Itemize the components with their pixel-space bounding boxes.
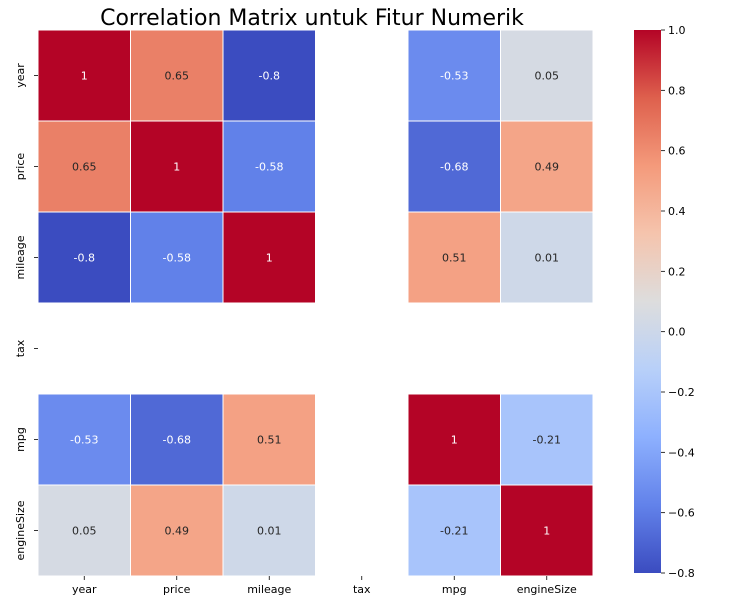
cell-value-mpg-price: -0.68 xyxy=(163,434,191,447)
heatmap-cell-engineSize-year xyxy=(38,485,130,576)
heatmap-cell-price-year xyxy=(38,121,130,212)
cell-value-mpg-engineSize: -0.21 xyxy=(533,434,561,447)
x-tick-label-mpg: mpg xyxy=(442,583,467,596)
heatmap-cell-mileage-mpg xyxy=(408,212,500,303)
heatmap-cell-mileage-engineSize xyxy=(501,212,593,303)
heatmap-cell-price-engineSize xyxy=(501,121,593,212)
cell-value-engineSize-mileage: 0.01 xyxy=(257,525,282,538)
cell-value-engineSize-engineSize: 1 xyxy=(543,525,550,538)
cell-value-mileage-engineSize: 0.01 xyxy=(535,252,560,265)
cell-value-price-mpg: -0.68 xyxy=(440,161,468,174)
heatmap-cell-engineSize-engineSize xyxy=(501,485,593,576)
y-tick-label-year: year xyxy=(14,63,27,88)
heatmap-cell-year-year xyxy=(38,30,130,121)
colorbar-tick-label-1: 0.8 xyxy=(668,84,686,97)
cell-value-engineSize-mpg: -0.21 xyxy=(440,525,468,538)
cell-value-engineSize-price: 0.49 xyxy=(165,525,190,538)
heatmap-cell-year-mileage xyxy=(223,30,315,121)
heatmap-cell-engineSize-mpg xyxy=(408,485,500,576)
colorbar-tick-label-4: 0.2 xyxy=(668,265,686,278)
x-tick-label-year: year xyxy=(72,583,97,596)
cell-value-engineSize-year: 0.05 xyxy=(72,525,97,538)
cell-value-mileage-year: -0.8 xyxy=(74,252,95,265)
colorbar-tick-label-2: 0.6 xyxy=(668,145,686,158)
x-axis-ticks: year price mileage tax mpg engineSize xyxy=(72,576,577,596)
heatmap-cell-mpg-mpg xyxy=(408,394,500,485)
heatmap-cell-mpg-mileage xyxy=(223,394,315,485)
colorbar-tick-label-9: −0.8 xyxy=(668,567,695,580)
y-tick-label-price: price xyxy=(14,153,27,181)
cell-value-year-mileage: -0.8 xyxy=(259,70,280,83)
x-tick-label-engineSize: engineSize xyxy=(517,583,577,596)
cell-value-mileage-mileage: 1 xyxy=(266,252,273,265)
cell-value-mpg-mileage: 0.51 xyxy=(257,434,282,447)
heatmap-cell-mileage-mileage xyxy=(223,212,315,303)
colorbar-tick-label-3: 0.4 xyxy=(668,205,686,218)
cell-value-price-price: 1 xyxy=(173,161,180,174)
colorbar-ticks: 1.0 0.8 0.6 0.4 0.2 0.0 −0.2 −0.4 −0.6 −0.8 xyxy=(661,24,695,580)
heatmap-cell-mileage-year xyxy=(38,212,130,303)
heatmap-cell-engineSize-mileage xyxy=(223,485,315,576)
heatmap-cell-engineSize-price xyxy=(131,485,223,576)
heatmap-cell-labels: 1 0.65 -0.8 -0.53 0.05 0.65 1 -0.58 -0.68 0.49 -0.… xyxy=(70,70,561,538)
y-tick-label-mpg: mpg xyxy=(14,427,27,452)
cell-value-mileage-mpg: 0.51 xyxy=(442,252,467,265)
cell-value-mpg-mpg: 1 xyxy=(451,434,458,447)
cell-value-price-mileage: -0.58 xyxy=(255,161,283,174)
heatmap-cell-year-mpg xyxy=(408,30,500,121)
y-axis-ticks: year price mileage tax mpg engineSize xyxy=(14,63,38,561)
colorbar-tick-label-8: −0.6 xyxy=(668,507,695,520)
cell-value-year-engineSize: 0.05 xyxy=(535,70,560,83)
heatmap-cell-mileage-price xyxy=(131,212,223,303)
x-tick-label-mileage: mileage xyxy=(247,583,291,596)
chart-title: Correlation Matrix untuk Fitur Numerik xyxy=(100,6,524,31)
cell-value-year-mpg: -0.53 xyxy=(440,70,468,83)
cell-value-mpg-year: -0.53 xyxy=(70,434,98,447)
cell-value-year-price: 0.65 xyxy=(165,70,190,83)
cell-value-year-year: 1 xyxy=(81,70,88,83)
heatmap-cell-year-engineSize xyxy=(501,30,593,121)
colorbar-tick-label-5: 0.0 xyxy=(668,326,686,339)
colorbar xyxy=(634,30,661,573)
x-tick-label-price: price xyxy=(163,583,191,596)
cell-value-mileage-price: -0.58 xyxy=(163,252,191,265)
heatmap-cell-year-price xyxy=(131,30,223,121)
cell-value-price-engineSize: 0.49 xyxy=(535,161,560,174)
colorbar-tick-label-6: −0.2 xyxy=(668,386,695,399)
x-tick-label-tax: tax xyxy=(353,583,371,596)
y-tick-label-tax: tax xyxy=(14,339,27,357)
heatmap-cell-mpg-price xyxy=(131,394,223,485)
heatmap-cell-price-price xyxy=(131,121,223,212)
cell-value-price-year: 0.65 xyxy=(72,161,97,174)
heatmap-cell-price-mpg xyxy=(408,121,500,212)
colorbar-tick-label-7: −0.4 xyxy=(668,446,695,459)
colorbar-tick-label-0: 1.0 xyxy=(668,24,686,37)
y-tick-label-mileage: mileage xyxy=(14,235,27,279)
heatmap-cells xyxy=(38,30,593,576)
y-tick-label-engineSize: engineSize xyxy=(14,500,27,560)
heatmap-cell-price-mileage xyxy=(223,121,315,212)
heatmap-cell-mpg-year xyxy=(38,394,130,485)
heatmap-cell-mpg-engineSize xyxy=(501,394,593,485)
